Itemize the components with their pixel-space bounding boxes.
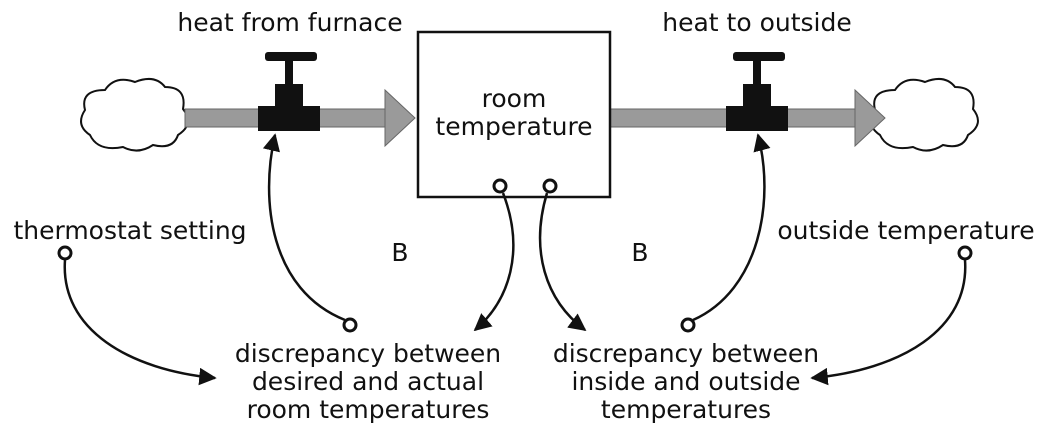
- link-tail: [492, 178, 508, 194]
- source-cloud: [80, 77, 189, 152]
- aux-label: temperatures: [601, 395, 771, 424]
- aux-label: discrepancy between: [235, 339, 501, 368]
- link-tail: [957, 245, 973, 261]
- inflow-arrowhead: [384, 88, 416, 148]
- flow-label: heat to outside: [662, 8, 852, 37]
- stock-box: [416, 30, 612, 199]
- aux-label: thermostat setting: [13, 216, 246, 245]
- link-tail: [57, 245, 73, 261]
- aux-label: discrepancy between: [553, 339, 819, 368]
- aux-label: inside and outside: [571, 367, 800, 396]
- sink-cloud: [870, 77, 979, 152]
- link: [262, 133, 346, 322]
- stock-label: room: [482, 84, 547, 113]
- flow-label: heat from furnace: [177, 8, 402, 37]
- link: [810, 259, 967, 386]
- aux-label: desired and actual: [252, 367, 484, 396]
- link: [473, 192, 515, 332]
- link-tail: [542, 178, 558, 194]
- stock-label: temperature: [435, 112, 592, 141]
- loop-label: B: [391, 238, 408, 267]
- link-tail: [680, 317, 696, 333]
- link-tail: [342, 317, 358, 333]
- aux-label: room temperatures: [247, 395, 490, 424]
- aux-label: outside temperature: [777, 216, 1034, 245]
- outflow-arrowhead: [854, 88, 886, 148]
- link: [538, 192, 587, 332]
- inflow-valve: [258, 52, 320, 131]
- link: [63, 259, 217, 386]
- outflow-valve: [726, 52, 788, 131]
- loop-label: B: [631, 238, 648, 267]
- link: [692, 133, 771, 322]
